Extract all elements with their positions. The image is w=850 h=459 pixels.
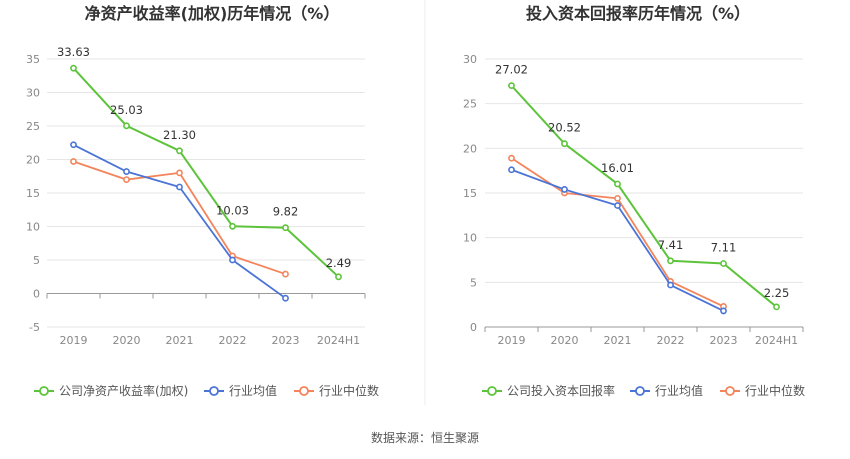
legend-item-industry_avg[interactable]: 行业均值	[204, 383, 277, 398]
y-tick-label: 15	[463, 187, 477, 200]
y-tick-label: 0	[470, 321, 477, 334]
data-label: 7.11	[711, 240, 737, 254]
chart-title-roic: 投入资本回报率历年情况（%）	[526, 4, 750, 23]
data-label: 2.49	[326, 256, 352, 270]
x-tick-label: 2022	[219, 334, 247, 347]
data-point-industry_avg	[176, 183, 183, 191]
series-line-industry_median	[511, 157, 724, 308]
legend-label: 行业均值	[229, 383, 277, 398]
data-point-industry_median	[123, 176, 130, 183]
data-label: 7.41	[658, 238, 684, 252]
series-line-company	[510, 84, 778, 308]
data-point-industry_avg	[614, 202, 621, 209]
data-point-company	[614, 180, 621, 188]
data-point-company	[229, 222, 236, 230]
data-point-industry_avg	[561, 186, 568, 193]
data-point-company	[773, 303, 780, 311]
data-point-industry_avg	[508, 166, 515, 174]
legend-item-industry_median[interactable]: 行业中位数	[720, 383, 805, 398]
data-label: 16.01	[601, 161, 634, 175]
data-label: 20.52	[548, 121, 581, 135]
data-label: 9.82	[273, 205, 299, 219]
x-tick-label: 2024H1	[755, 334, 798, 347]
y-tick-label: -5	[29, 321, 40, 334]
data-label: 27.02	[495, 63, 528, 77]
data-label: 2.25	[764, 286, 790, 300]
x-tick-label: 2021	[166, 334, 194, 347]
x-tick-label: 2021	[604, 334, 632, 347]
x-tick-label: 2023	[272, 334, 300, 347]
y-tick-label: 25	[26, 120, 40, 133]
y-tick-label: 30	[26, 87, 40, 100]
legend-label: 公司投入资本回报率	[507, 383, 615, 398]
series-line-company	[72, 67, 340, 278]
x-tick-label: 2019	[60, 334, 88, 347]
x-tick-label: 2020	[551, 334, 579, 347]
data-point-industry_avg	[720, 307, 727, 315]
y-tick-label: 10	[463, 232, 477, 245]
data-point-industry_median	[176, 169, 183, 177]
data-point-industry_avg	[282, 294, 289, 302]
legend-label: 行业中位数	[745, 383, 805, 398]
x-tick-label: 2020	[113, 334, 141, 347]
data-point-industry_avg	[229, 256, 236, 264]
data-point-industry_median	[282, 270, 289, 278]
data-point-company	[561, 140, 568, 148]
legend-label: 公司净资产收益率(加权)	[59, 383, 188, 398]
legend-swatch-marker	[299, 386, 309, 396]
data-point-company	[70, 64, 77, 72]
roe-chart: -5 0 5 10 15 20 25 30 35 2019 2020 2021 2022 2023 2024…	[26, 45, 379, 398]
data-label: 25.03	[110, 103, 143, 117]
legend-swatch-marker	[487, 386, 497, 396]
legend-item-industry_avg[interactable]: 行业均值	[630, 383, 703, 398]
legend-swatch-marker	[209, 386, 219, 396]
y-tick-label: 25	[463, 98, 477, 111]
series-line-industry_avg	[511, 168, 724, 312]
y-tick-label: 10	[26, 221, 40, 234]
data-point-company	[282, 224, 289, 232]
roic-chart: 0 5 10 15 20 25 30 2019 2020 2021 2022 2023 2024H1 27…	[463, 53, 805, 398]
data-point-company	[335, 273, 342, 281]
data-label: 33.63	[57, 45, 90, 59]
data-point-company	[176, 147, 183, 155]
data-point-industry_avg	[667, 281, 674, 289]
legend-label: 行业中位数	[319, 383, 379, 398]
legend-item-company[interactable]: 公司净资产收益率(加权)	[34, 383, 188, 398]
y-tick-label: 5	[470, 276, 477, 289]
y-tick-label: 0	[33, 288, 40, 301]
x-tick-label: 2019	[498, 334, 526, 347]
y-tick-label: 15	[26, 187, 40, 200]
data-point-company	[720, 260, 727, 267]
data-source-label: 数据来源：恒生聚源	[371, 430, 479, 445]
legend-label: 行业均值	[655, 383, 703, 398]
data-point-company	[123, 122, 130, 130]
data-point-industry_avg	[123, 168, 130, 175]
legend-swatch-marker	[39, 386, 49, 396]
data-point-company	[508, 82, 515, 90]
series-line-industry_median	[73, 160, 286, 275]
chart-title-roe: 净资产收益率(加权)历年情况（%）	[85, 4, 340, 23]
data-label: 21.30	[163, 128, 196, 142]
data-point-industry_median	[70, 158, 77, 165]
series-line-industry_avg	[73, 143, 287, 299]
data-point-industry_avg	[70, 141, 77, 149]
data-point-industry_median	[508, 154, 515, 162]
x-tick-label: 2024H1	[317, 334, 360, 347]
y-tick-label: 20	[463, 142, 477, 155]
x-tick-label: 2023	[710, 334, 738, 347]
y-tick-label: 5	[33, 254, 40, 267]
legend-item-industry_median[interactable]: 行业中位数	[294, 383, 379, 398]
y-tick-label: 35	[26, 53, 40, 66]
legend-swatch-marker	[635, 386, 645, 396]
data-point-industry_median	[614, 194, 621, 202]
data-point-company	[667, 257, 674, 265]
legend-item-company[interactable]: 公司投入资本回报率	[482, 383, 615, 398]
y-tick-label: 20	[26, 154, 40, 167]
data-label: 10.03	[216, 203, 249, 217]
y-tick-label: 30	[463, 53, 477, 66]
legend-swatch-marker	[725, 386, 735, 396]
x-tick-label: 2022	[657, 334, 685, 347]
